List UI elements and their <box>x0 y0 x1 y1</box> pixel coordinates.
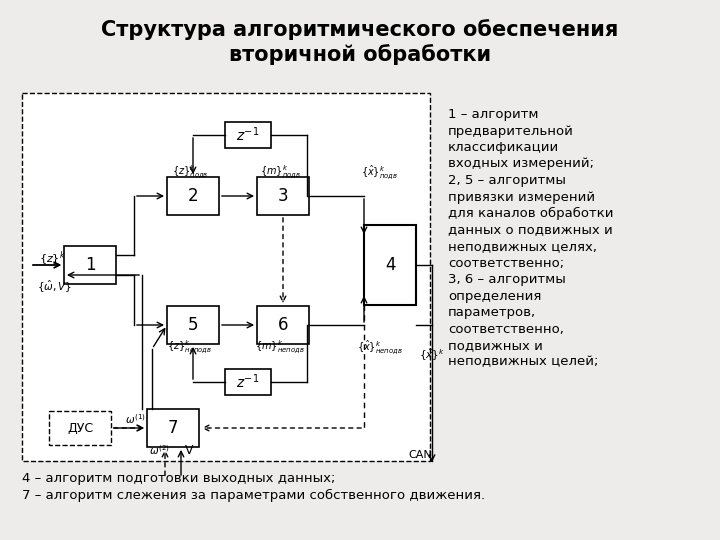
Text: $\{\hat{x}\}^k$: $\{\hat{x}\}^k$ <box>419 347 445 363</box>
Text: $\{\hat{x}\}^k_{неподв}$: $\{\hat{x}\}^k_{неподв}$ <box>357 338 403 356</box>
Bar <box>64 246 116 284</box>
Text: $\omega^{(2)}$: $\omega^{(2)}$ <box>148 443 169 457</box>
Text: $\{z\}^k_{подв}$: $\{z\}^k_{подв}$ <box>171 163 208 181</box>
Text: $\{m\}^k_{подв}$: $\{m\}^k_{подв}$ <box>259 163 300 181</box>
Bar <box>225 122 271 148</box>
Bar <box>167 306 219 344</box>
Bar <box>364 225 416 305</box>
Text: $z^{-1}$: $z^{-1}$ <box>236 373 260 392</box>
Text: 7 – алгоритм слежения за параметрами собственного движения.: 7 – алгоритм слежения за параметрами соб… <box>22 489 485 502</box>
Text: V: V <box>185 443 193 456</box>
Text: Структура алгоритмического обеспечения
вторичной обработки: Структура алгоритмического обеспечения в… <box>102 19 618 65</box>
Text: ДУС: ДУС <box>67 422 93 435</box>
Text: 4: 4 <box>384 256 395 274</box>
Bar <box>257 306 309 344</box>
Bar <box>49 411 111 445</box>
Text: 3: 3 <box>278 187 288 205</box>
Bar <box>225 369 271 395</box>
Bar <box>147 409 199 447</box>
Text: $\{z\}^k_{неподв}$: $\{z\}^k_{неподв}$ <box>167 339 212 356</box>
Text: $\{z\}^k$: $\{z\}^k$ <box>39 250 66 268</box>
Bar <box>22 93 430 461</box>
Text: 2: 2 <box>188 187 198 205</box>
Text: 1 – алгоритм
предварительной
классификации
входных измерений;
2, 5 – алгоритмы
п: 1 – алгоритм предварительной классификац… <box>448 108 613 369</box>
Text: 1: 1 <box>85 256 95 274</box>
Bar <box>257 177 309 215</box>
Bar <box>22 93 430 461</box>
Text: $\{m\}^k_{неподв}$: $\{m\}^k_{неподв}$ <box>255 339 305 356</box>
Text: $z^{-1}$: $z^{-1}$ <box>236 126 260 144</box>
Text: 4 – алгоритм подготовки выходных данных;: 4 – алгоритм подготовки выходных данных; <box>22 472 336 485</box>
Text: $\omega^{(1)}$: $\omega^{(1)}$ <box>125 412 145 426</box>
Text: 5: 5 <box>188 316 198 334</box>
Text: $\{\hat{x}\}^k_{подв}$: $\{\hat{x}\}^k_{подв}$ <box>361 163 399 181</box>
Text: 6: 6 <box>278 316 288 334</box>
Bar <box>167 177 219 215</box>
Text: CAN: CAN <box>408 450 432 460</box>
Text: $\{\hat{\omega},V\}$: $\{\hat{\omega},V\}$ <box>37 279 73 295</box>
Text: 7: 7 <box>168 419 179 437</box>
